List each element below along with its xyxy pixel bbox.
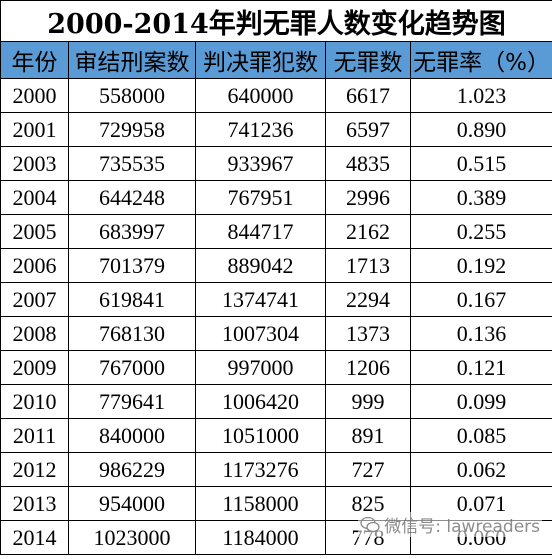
table-cell: 2007 <box>0 282 69 317</box>
table-cell: 2006 <box>0 248 69 283</box>
table-cell: 2000 <box>0 78 69 113</box>
table-title: 2000-2014年判无罪人数变化趋势图 <box>0 0 552 42</box>
table-cell: 0.121 <box>409 350 552 385</box>
table-cell: 1023000 <box>68 520 196 555</box>
table-cell: 2009 <box>0 350 69 385</box>
table-row: 2010 779641 1006420 999 0.099 <box>0 384 552 419</box>
table-row: 2009 767000 997000 1206 0.121 <box>0 350 552 385</box>
header-cell: 年份 <box>0 41 69 79</box>
table-cell: 0.515 <box>409 146 552 181</box>
watermark-text: 微信号: lawreaders <box>384 517 540 537</box>
table-cell: 1006420 <box>195 384 326 419</box>
table-cell: 2003 <box>0 146 69 181</box>
table-cell: 986229 <box>68 452 196 487</box>
table-cell: 1007304 <box>195 316 326 351</box>
table-cell: 2996 <box>325 180 411 215</box>
wechat-icon <box>360 516 380 532</box>
table-cell: 2005 <box>0 214 69 249</box>
table-cell: 0.136 <box>409 316 552 351</box>
table-cell: 0.389 <box>409 180 552 215</box>
table-row: 2001 729958 741236 6597 0.890 <box>0 112 552 147</box>
table-body: 2000 558000 640000 6617 1.023 2001 729958 74123… <box>0 78 552 555</box>
table-cell: 6617 <box>325 78 411 113</box>
table-cell: 1051000 <box>195 418 326 453</box>
header-cell: 判决罪犯数 <box>195 41 326 79</box>
header-cell: 无罪率（%） <box>409 41 552 79</box>
table-cell: 1373 <box>325 316 411 351</box>
table-cell: 683997 <box>68 214 196 249</box>
table-cell: 644248 <box>68 180 196 215</box>
table-cell: 768130 <box>68 316 196 351</box>
table-cell: 2010 <box>0 384 69 419</box>
watermark: 微信号: lawreaders <box>358 512 542 537</box>
table-cell: 640000 <box>195 78 326 113</box>
table-cell: 2014 <box>0 520 69 555</box>
table-cell: 2012 <box>0 452 69 487</box>
table-cell: 0.062 <box>409 452 552 487</box>
table-cell: 889042 <box>195 248 326 283</box>
table-cell: 558000 <box>68 78 196 113</box>
table-cell: 741236 <box>195 112 326 147</box>
table-row: 2000 558000 640000 6617 1.023 <box>0 78 552 113</box>
table-cell: 2011 <box>0 418 69 453</box>
table-cell: 619841 <box>68 282 196 317</box>
table-row: 2014 1023000 1184000 778 0.060 <box>0 520 552 555</box>
table-cell: 840000 <box>68 418 196 453</box>
table-cell: 1173276 <box>195 452 326 487</box>
table-cell: 2004 <box>0 180 69 215</box>
table-cell: 767000 <box>68 350 196 385</box>
table-cell: 2008 <box>0 316 69 351</box>
table-cell: 954000 <box>68 486 196 521</box>
table-cell: 727 <box>325 452 411 487</box>
table-cell: 0.255 <box>409 214 552 249</box>
header-cell: 无罪数 <box>325 41 411 79</box>
table-cell: 0.192 <box>409 248 552 283</box>
title-row: 2000-2014年判无罪人数变化趋势图 <box>0 0 552 42</box>
table-cell: 891 <box>325 418 411 453</box>
table-cell: 999 <box>325 384 411 419</box>
table-cell: 997000 <box>195 350 326 385</box>
table-cell: 0.085 <box>409 418 552 453</box>
table-row: 2003 735535 933967 4835 0.515 <box>0 146 552 181</box>
table-cell: 1158000 <box>195 486 326 521</box>
table-row: 2008 768130 1007304 1373 0.136 <box>0 316 552 351</box>
table-cell: 1206 <box>325 350 411 385</box>
table-row: 2012 986229 1173276 727 0.062 <box>0 452 552 487</box>
table-cell: 735535 <box>68 146 196 181</box>
table-cell: 729958 <box>68 112 196 147</box>
header-row: 年份 审结刑案数 判决罪犯数 无罪数 无罪率（%） <box>0 41 552 79</box>
table-cell: 2294 <box>325 282 411 317</box>
table-cell: 0.167 <box>409 282 552 317</box>
table-cell: 1.023 <box>409 78 552 113</box>
table-cell: 1374741 <box>195 282 326 317</box>
table-row: 2011 840000 1051000 891 0.085 <box>0 418 552 453</box>
table-cell: 4835 <box>325 146 411 181</box>
table-cell: 767951 <box>195 180 326 215</box>
table-cell: 6597 <box>325 112 411 147</box>
table-row: 2006 701379 889042 1713 0.192 <box>0 248 552 283</box>
table-cell: 0.099 <box>409 384 552 419</box>
table-cell: 2001 <box>0 112 69 147</box>
table-cell: 779641 <box>68 384 196 419</box>
table-row: 2007 619841 1374741 2294 0.167 <box>0 282 552 317</box>
table-cell: 844717 <box>195 214 326 249</box>
header-cell: 审结刑案数 <box>68 41 196 79</box>
table-cell: 1713 <box>325 248 411 283</box>
table-row: 2004 644248 767951 2996 0.389 <box>0 180 552 215</box>
table-cell: 2013 <box>0 486 69 521</box>
table-row: 2005 683997 844717 2162 0.255 <box>0 214 552 249</box>
table-cell: 2162 <box>325 214 411 249</box>
table-cell: 0.890 <box>409 112 552 147</box>
table-cell: 1184000 <box>195 520 326 555</box>
table-cell: 933967 <box>195 146 326 181</box>
table-cell: 701379 <box>68 248 196 283</box>
